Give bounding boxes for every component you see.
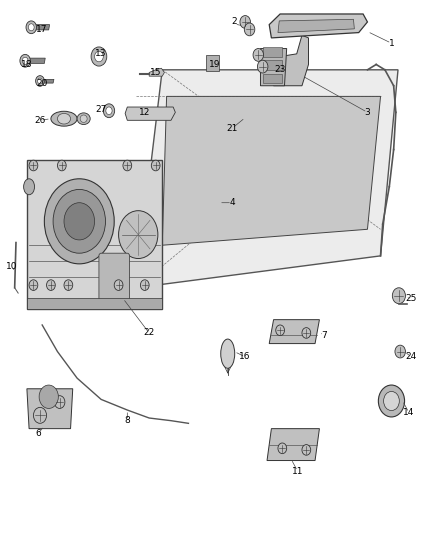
Circle shape — [54, 395, 65, 408]
Text: 20: 20 — [36, 78, 48, 87]
Circle shape — [378, 385, 405, 417]
Circle shape — [151, 160, 160, 171]
Polygon shape — [274, 35, 308, 86]
Circle shape — [95, 51, 103, 62]
Polygon shape — [27, 160, 162, 309]
Polygon shape — [27, 389, 73, 429]
Circle shape — [123, 160, 132, 171]
Text: 10: 10 — [6, 262, 18, 271]
Circle shape — [39, 385, 58, 408]
FancyBboxPatch shape — [263, 74, 283, 83]
Circle shape — [302, 328, 311, 338]
Polygon shape — [149, 68, 164, 76]
Text: 7: 7 — [321, 331, 327, 340]
Polygon shape — [136, 70, 398, 288]
Circle shape — [91, 47, 107, 66]
Text: 4: 4 — [229, 198, 235, 207]
Circle shape — [26, 21, 36, 34]
Text: 17: 17 — [36, 26, 48, 35]
Circle shape — [35, 76, 44, 86]
Text: 12: 12 — [139, 108, 151, 117]
Text: 27: 27 — [95, 105, 107, 114]
Circle shape — [258, 60, 268, 73]
Text: 24: 24 — [406, 352, 417, 361]
Circle shape — [29, 280, 38, 290]
Text: 1: 1 — [389, 39, 394, 48]
Text: 19: 19 — [209, 60, 220, 69]
Text: 22: 22 — [144, 328, 155, 337]
Polygon shape — [26, 58, 45, 63]
FancyBboxPatch shape — [206, 55, 219, 71]
Circle shape — [57, 160, 66, 171]
Polygon shape — [41, 79, 54, 83]
Circle shape — [22, 57, 28, 64]
Ellipse shape — [80, 115, 87, 123]
Circle shape — [28, 24, 34, 31]
Circle shape — [392, 288, 406, 304]
Polygon shape — [125, 107, 175, 120]
Circle shape — [64, 280, 73, 290]
Text: 15: 15 — [150, 68, 162, 77]
Circle shape — [384, 391, 399, 410]
Circle shape — [103, 104, 115, 118]
Polygon shape — [261, 49, 287, 86]
Text: 23: 23 — [275, 66, 286, 74]
Circle shape — [395, 345, 406, 358]
Text: 6: 6 — [35, 430, 41, 439]
Ellipse shape — [221, 339, 235, 368]
Polygon shape — [32, 25, 49, 30]
Circle shape — [114, 280, 123, 290]
Ellipse shape — [57, 114, 71, 124]
Circle shape — [244, 23, 255, 36]
Text: 18: 18 — [21, 60, 33, 69]
Circle shape — [20, 54, 30, 67]
Text: 14: 14 — [403, 408, 415, 417]
Circle shape — [119, 211, 158, 259]
Circle shape — [38, 78, 42, 84]
Circle shape — [253, 49, 264, 61]
Circle shape — [53, 189, 106, 253]
Circle shape — [44, 179, 114, 264]
Text: 26: 26 — [34, 116, 46, 125]
Polygon shape — [162, 96, 381, 245]
Text: 3: 3 — [364, 108, 370, 117]
Ellipse shape — [51, 111, 77, 126]
FancyBboxPatch shape — [263, 47, 283, 56]
Text: 8: 8 — [124, 416, 130, 425]
Circle shape — [276, 325, 285, 336]
Circle shape — [33, 407, 46, 423]
Text: 2: 2 — [231, 18, 237, 27]
Circle shape — [64, 203, 95, 240]
FancyBboxPatch shape — [263, 60, 283, 70]
Text: 21: 21 — [226, 124, 238, 133]
Text: 13: 13 — [95, 50, 107, 58]
Ellipse shape — [77, 113, 90, 125]
Circle shape — [106, 107, 112, 115]
Circle shape — [302, 445, 311, 455]
Polygon shape — [269, 320, 319, 344]
Circle shape — [141, 280, 149, 290]
Text: 25: 25 — [406, 294, 417, 303]
Circle shape — [46, 280, 55, 290]
Text: 16: 16 — [240, 352, 251, 361]
Polygon shape — [267, 429, 319, 461]
FancyBboxPatch shape — [99, 253, 130, 301]
Polygon shape — [278, 19, 354, 33]
Circle shape — [240, 15, 251, 28]
Ellipse shape — [24, 179, 35, 195]
Polygon shape — [27, 298, 162, 309]
Polygon shape — [269, 14, 367, 38]
Circle shape — [29, 160, 38, 171]
Circle shape — [278, 443, 287, 454]
Text: 11: 11 — [292, 467, 304, 475]
